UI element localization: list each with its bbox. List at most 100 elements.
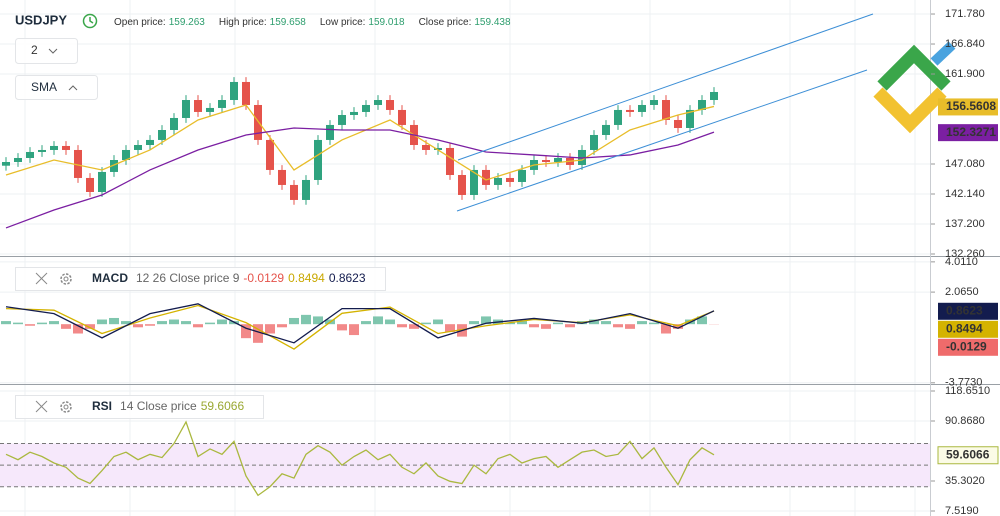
candle-body [506, 177, 514, 182]
interval-value: 2 [31, 43, 38, 57]
candle-body [554, 157, 562, 163]
signal-line [5, 304, 715, 350]
histogram-bar [217, 319, 227, 325]
candle-body [50, 145, 58, 150]
y-tick-label: 147.080 [945, 158, 985, 170]
price-summary: Open price: 159.263 High price: 159.658 Low … [114, 17, 511, 28]
histogram-bar [1, 321, 11, 325]
settings-icon[interactable] [60, 401, 72, 413]
y-tick-label: 142.140 [945, 188, 985, 200]
histogram-bar [133, 324, 143, 328]
low-value: 159.018 [368, 17, 405, 28]
candle-body [710, 91, 718, 101]
candle-body [674, 119, 682, 128]
histogram-bar [409, 324, 419, 329]
y-tick-label: 161.900 [945, 68, 985, 80]
histogram-bar [145, 324, 155, 326]
candle-body [206, 107, 214, 112]
histogram-bar [589, 319, 599, 325]
candle-body [482, 169, 490, 185]
histogram-bar [13, 322, 23, 325]
signal-value: 0.8494 [288, 271, 325, 285]
symbol: USDJPY [15, 12, 67, 27]
candle-body [602, 124, 610, 135]
candle-body [170, 117, 178, 131]
histogram-bar [301, 314, 311, 325]
histogram-bar [97, 319, 107, 325]
indicator-name: SMA [31, 80, 57, 94]
histogram-bar [373, 316, 383, 325]
histogram-bar [397, 324, 407, 328]
histogram-bar [517, 321, 527, 325]
histogram-bar [649, 322, 659, 325]
candle-body [122, 149, 130, 160]
macd-value: 0.8623 [329, 271, 366, 285]
indicator-dropdown[interactable]: SMA [15, 75, 98, 100]
price-badge [937, 446, 999, 465]
channel-lower [456, 69, 868, 212]
candle-body [110, 160, 118, 172]
high-label: High price: [219, 17, 267, 28]
open-label: Open price: [114, 17, 166, 28]
high-value: 159.658 [270, 17, 307, 28]
candle-body [446, 147, 454, 175]
price-badge-label: 156.5608 [946, 99, 996, 113]
candle-body [194, 100, 202, 112]
y-tick-label: 132.260 [945, 248, 985, 260]
channel-upper [457, 13, 874, 161]
histogram-bar [49, 321, 59, 325]
histogram-bar [193, 324, 203, 328]
candle-body [218, 100, 226, 108]
price-badge-label: 0.8494 [946, 321, 983, 335]
macd-line [5, 303, 715, 344]
histogram-bar [625, 324, 635, 329]
y-tick-label: 166.840 [945, 38, 985, 50]
candle-body [314, 139, 322, 180]
logo [873, 41, 956, 134]
candle-body [374, 100, 382, 105]
interval-dropdown[interactable]: 2 [15, 38, 78, 64]
y-tick-label: -3.7730 [945, 377, 982, 389]
histogram-bar [37, 322, 47, 325]
settings-icon[interactable] [60, 273, 72, 285]
y-tick-label: 90.8680 [945, 415, 985, 427]
candle-body [86, 177, 94, 192]
candle-body [2, 162, 10, 166]
candle-body [242, 81, 250, 105]
y-tick-label: 2.0650 [945, 286, 979, 298]
histogram-bar [205, 322, 215, 325]
histogram-value: -0.0129 [243, 271, 284, 285]
clock-icon[interactable] [82, 13, 98, 29]
histogram-bar [565, 324, 575, 328]
close-label: Close price: [419, 17, 472, 28]
histogram-bar [637, 321, 647, 325]
y-tick-label: 137.200 [945, 218, 985, 230]
histogram-bar [121, 321, 131, 325]
close-icon[interactable] [35, 400, 48, 413]
histogram-bar [385, 319, 395, 325]
candle-body [386, 100, 394, 110]
price-badge-label: 152.3271 [946, 125, 996, 139]
candle-body [638, 104, 646, 112]
histogram-bar [421, 322, 431, 325]
histogram-bar [289, 317, 299, 325]
candle-body [338, 115, 346, 125]
vertical-grid [24, 0, 916, 516]
histogram-bar [445, 324, 455, 332]
rsi-line [5, 420, 715, 497]
candle-body [698, 100, 706, 110]
histogram-bar [553, 322, 563, 325]
histogram-bar [253, 324, 263, 343]
histogram-bar [541, 324, 551, 329]
sma-line [5, 127, 715, 229]
candle-body [422, 145, 430, 150]
histogram-bar [481, 316, 491, 325]
price-badge [938, 302, 998, 320]
candle-body [302, 179, 310, 200]
histogram-bar [109, 317, 119, 325]
rsi-value: 59.6066 [201, 399, 245, 413]
histogram-bar [505, 322, 515, 325]
close-icon[interactable] [35, 272, 48, 285]
